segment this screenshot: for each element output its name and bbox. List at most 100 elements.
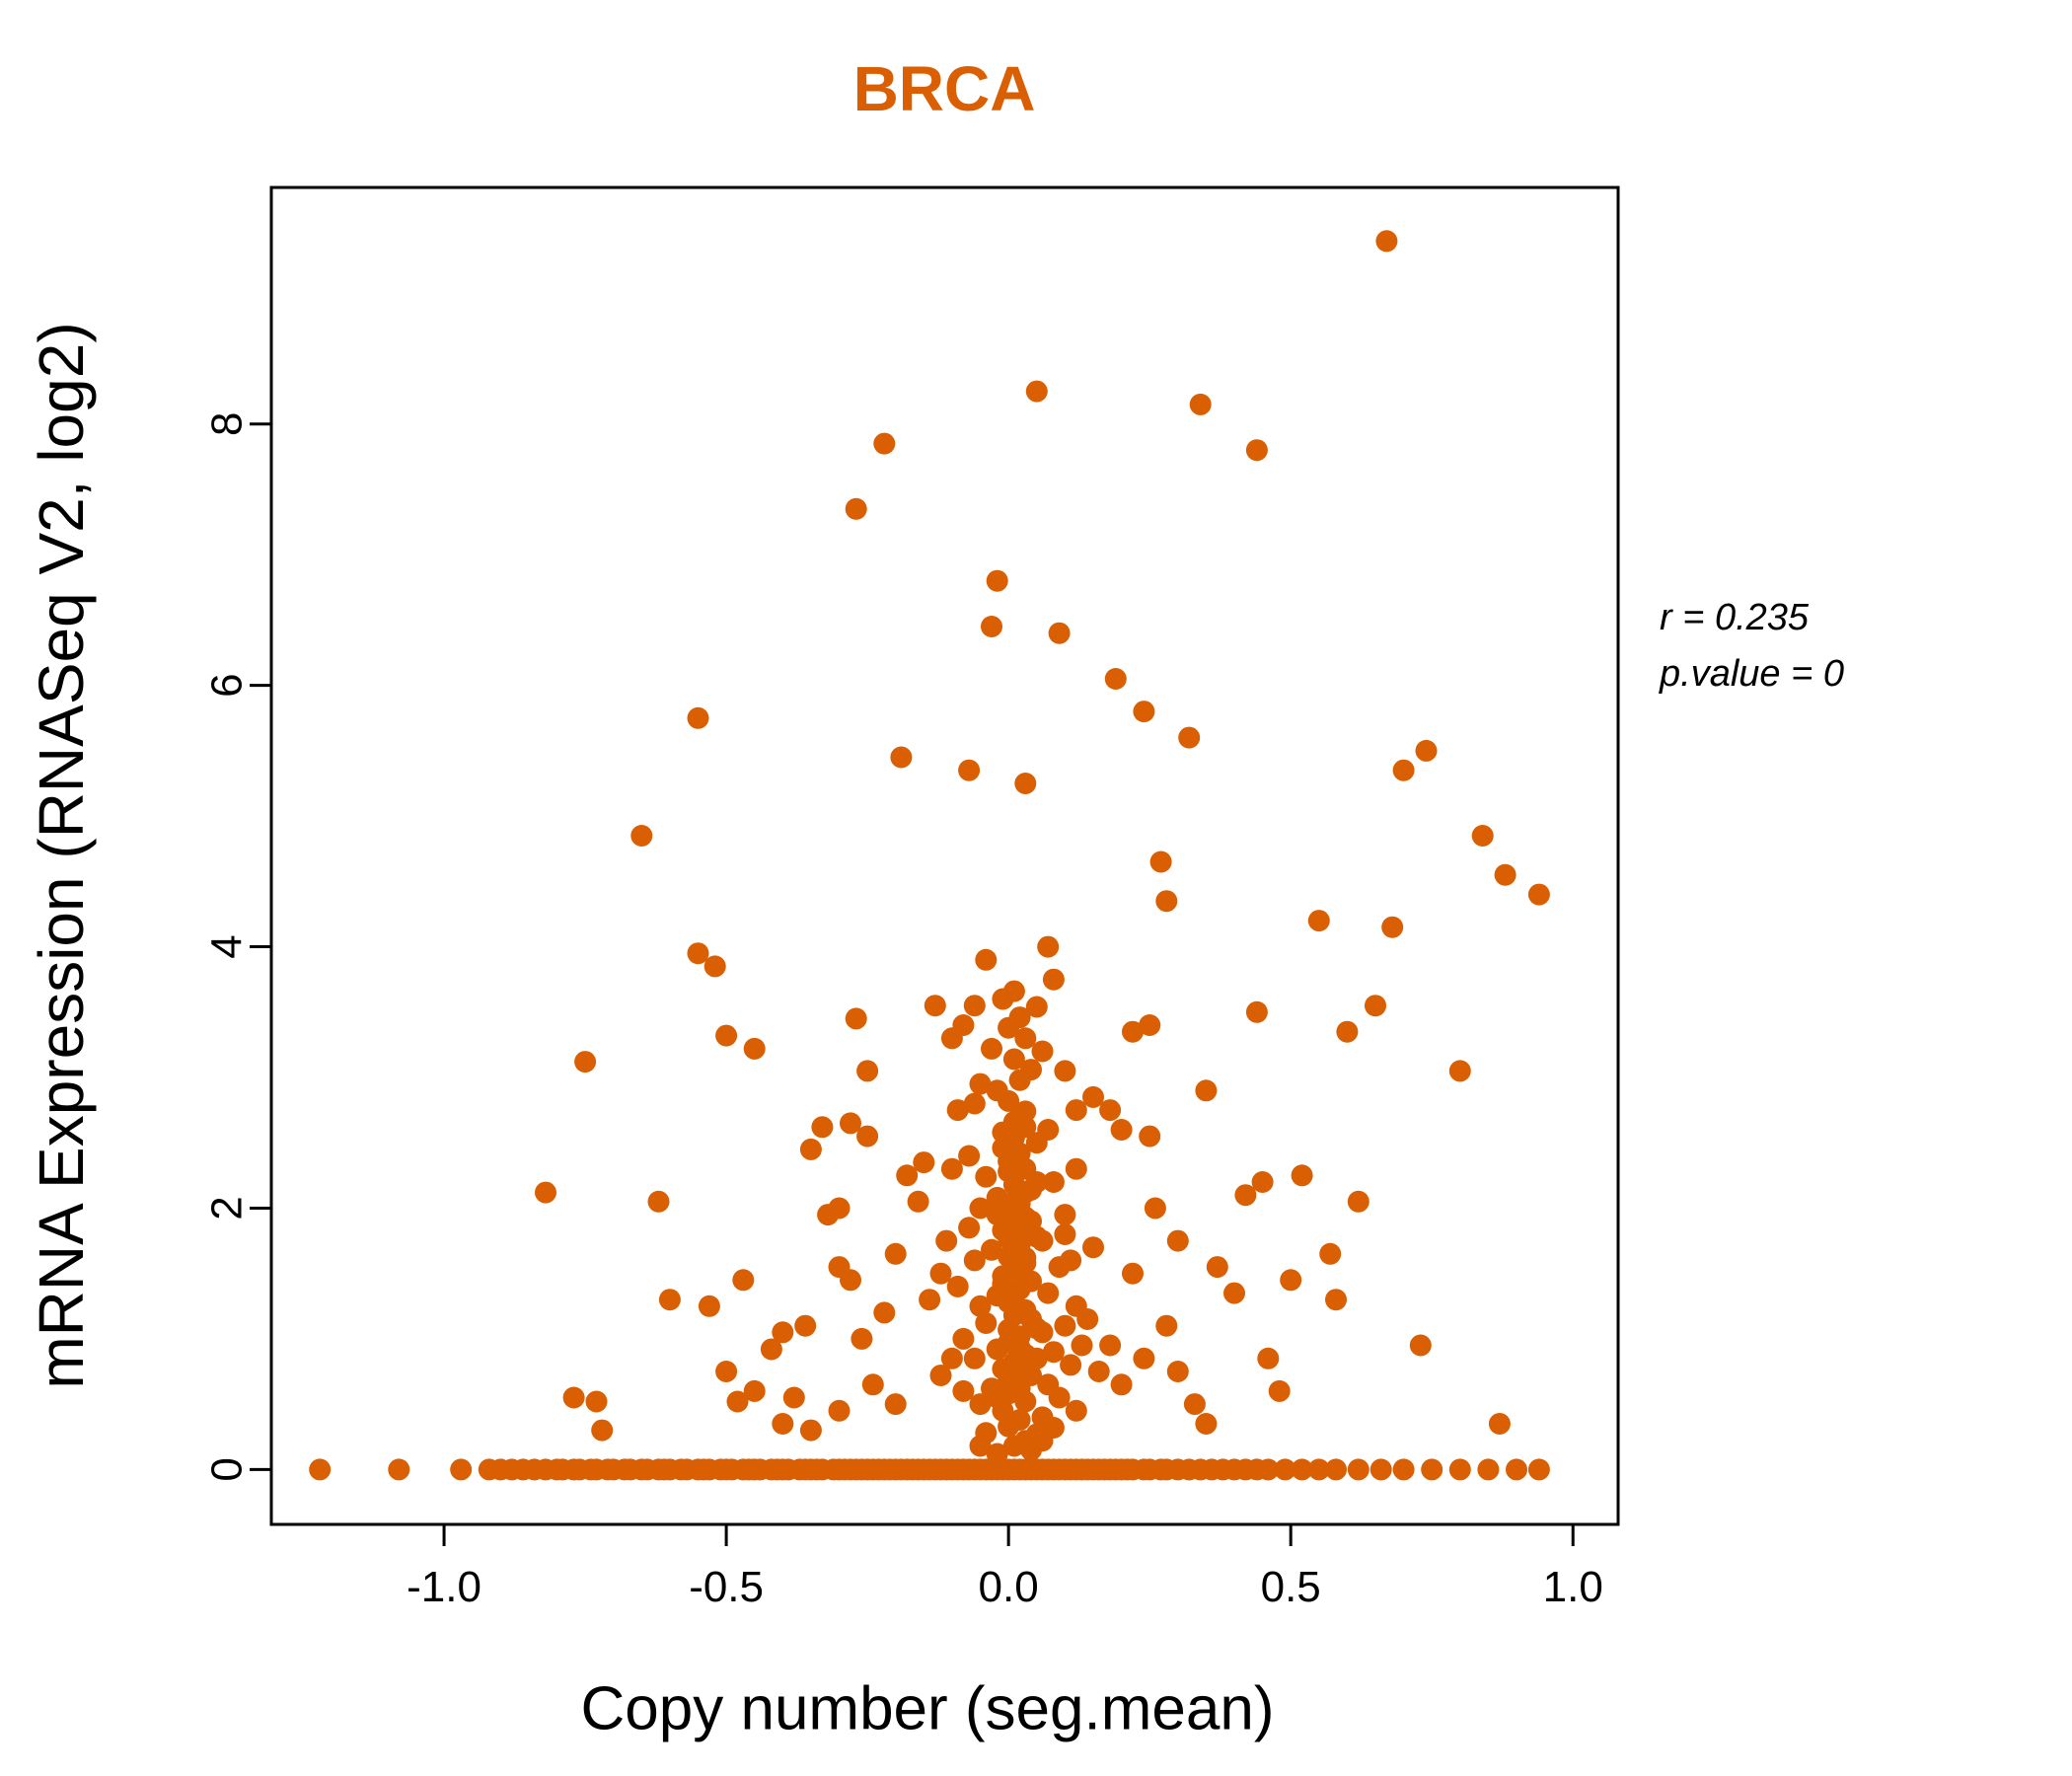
data-point [856,1060,879,1082]
data-point [1477,1458,1500,1481]
data-point [1527,883,1550,906]
data-point [1133,1347,1155,1369]
p-value-text: p.value = 0 [1660,653,1844,695]
data-point [890,746,913,769]
data-point [873,1301,896,1324]
data-point [1082,1236,1104,1259]
x-tick-label: 1.0 [1543,1563,1603,1611]
data-point [1139,1125,1161,1147]
data-point [1223,1282,1245,1304]
data-point [958,1217,981,1239]
data-point [981,616,1002,637]
data-point [975,1165,998,1188]
x-tick-label: 0.5 [1261,1563,1321,1611]
data-point [1245,439,1268,462]
data-point [1291,1458,1313,1481]
data-point [1234,1184,1257,1207]
data-point [958,759,981,781]
data-point [1274,1458,1296,1481]
data-point [992,1273,1014,1295]
data-point [794,1314,817,1337]
data-point [1065,1099,1087,1122]
data-point [715,1361,738,1382]
data-point [450,1458,473,1481]
data-point [1133,701,1155,723]
data-point [998,1318,1020,1341]
data-point [1020,1059,1042,1081]
data-point [929,1365,952,1386]
data-point [1071,1334,1093,1357]
data-point [687,706,709,729]
data-point [1065,1157,1087,1180]
data-point [1415,739,1438,762]
data-point [986,569,1008,592]
data-point [1048,622,1071,644]
data-point [969,1435,992,1457]
data-point [1189,393,1212,415]
data-point [861,1373,884,1396]
data-point [687,942,709,965]
data-point [1008,1105,1031,1128]
data-point [1054,1223,1076,1245]
data-point [840,1112,861,1135]
data-point [630,825,653,847]
data-point [1025,996,1048,1018]
data-point [1054,1314,1076,1337]
data-point [1031,1229,1054,1252]
data-point [715,1024,738,1047]
x-tick-label: -1.0 [407,1563,481,1611]
data-point [1002,980,1025,1002]
data-point [1245,1000,1268,1023]
data-point [963,1092,986,1115]
data-point [981,1238,1002,1261]
data-point [1494,863,1517,886]
data-point [935,1229,958,1252]
data-point [1166,1229,1189,1252]
data-point [647,1190,670,1213]
data-point [986,1186,1008,1209]
data-point [1065,1399,1087,1422]
data-point [1149,851,1172,873]
data-point [574,1051,597,1073]
data-point [986,1443,1008,1465]
data-point [799,1419,822,1442]
data-point [940,1347,963,1369]
data-point [1291,1164,1313,1187]
data-point [1002,1048,1025,1071]
data-point [1031,1040,1054,1063]
data-point [562,1386,585,1409]
data-point [591,1419,614,1442]
data-point [1008,1152,1031,1175]
data-point [1178,726,1201,749]
data-point [969,1295,992,1317]
data-point [1037,935,1060,958]
data-point [1166,1361,1189,1382]
data-point [698,1295,720,1317]
x-tick-label: 0.0 [979,1563,1039,1611]
data-point [1365,995,1386,1017]
y-tick-label: 2 [203,1196,252,1220]
y-tick-label: 6 [203,673,252,697]
data-point [1008,1337,1031,1360]
data-point [981,1037,1002,1060]
data-point [1347,1190,1369,1213]
data-point [585,1390,608,1413]
data-point [1042,1171,1065,1193]
data-point [1409,1334,1432,1357]
data-point [1369,1458,1392,1481]
data-point [884,1393,907,1416]
data-point [1104,668,1127,690]
data-point [1042,1417,1065,1439]
data-point [799,1138,822,1160]
data-point [929,1262,952,1285]
data-point [1110,1119,1133,1141]
data-point [1155,1314,1178,1337]
data-point [772,1321,794,1344]
data-point [1014,1027,1037,1050]
data-point [732,1269,755,1292]
data-point [963,1347,986,1369]
data-point [884,1242,907,1265]
data-point [1014,773,1037,794]
r-value-text: r = 0.235 [1660,597,1810,638]
